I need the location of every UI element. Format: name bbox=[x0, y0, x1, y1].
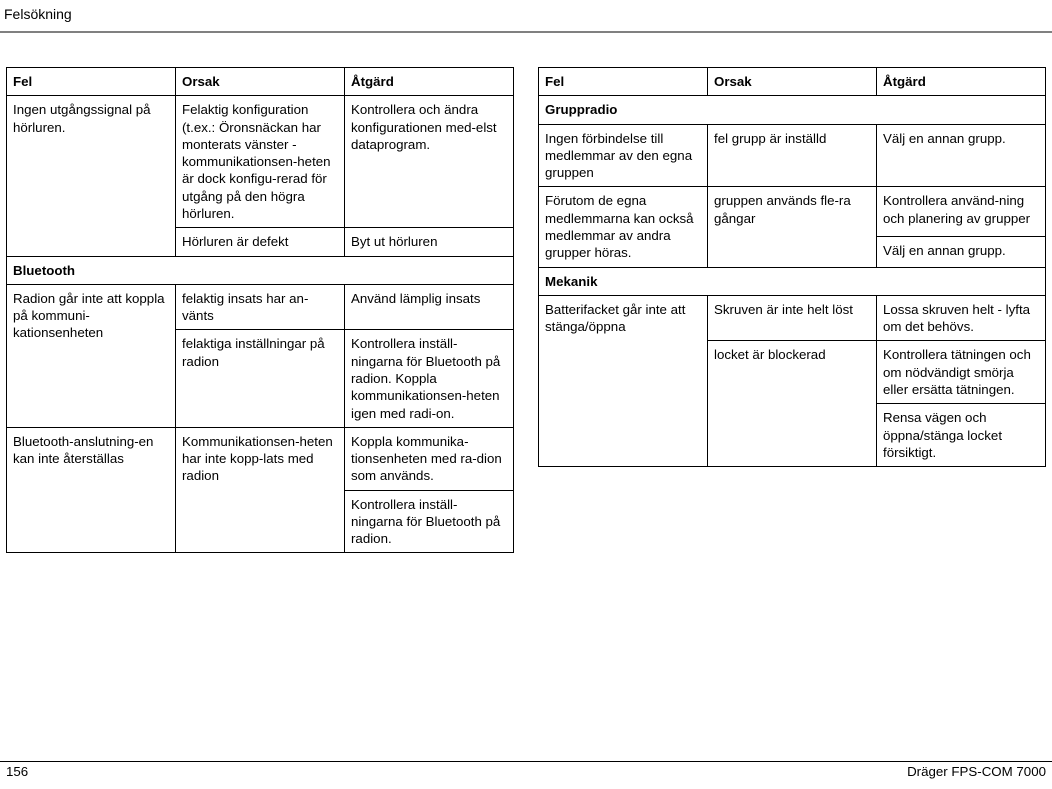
cell-orsak: Skruven är inte helt löst bbox=[708, 295, 877, 341]
doc-title: Dräger FPS-COM 7000 bbox=[907, 764, 1052, 779]
cell-atgard: Använd lämplig insats bbox=[345, 284, 514, 330]
cell-atgard: Kontrollera inställ-ningarna för Bluetoo… bbox=[345, 330, 514, 427]
cell-atgard: Byt ut hörluren bbox=[345, 228, 514, 256]
cell-atgard: Lossa skruven helt - lyfta om det behövs… bbox=[877, 295, 1046, 341]
page-footer: 156 Dräger FPS-COM 7000 bbox=[0, 761, 1052, 779]
page-number: 156 bbox=[0, 764, 28, 779]
left-column: Fel Orsak Åtgärd Ingen utgångssignal på … bbox=[6, 67, 514, 553]
cell-orsak: Kommunikationsen-heten har inte kopp-lat… bbox=[176, 427, 345, 553]
cell-fel: Batterifacket går inte att stänga/öppna bbox=[539, 295, 708, 466]
th-atgard: Åtgärd bbox=[345, 68, 514, 96]
th-orsak: Orsak bbox=[176, 68, 345, 96]
header-title: Felsökning bbox=[4, 6, 72, 22]
troubleshoot-table-right: Fel Orsak Åtgärd Gruppradio Ingen förbin… bbox=[538, 67, 1046, 467]
table-row: Ingen förbindelse till medlemmar av den … bbox=[539, 124, 1046, 187]
cell-atgard: Välj en annan grupp. bbox=[877, 124, 1046, 187]
cell-orsak: gruppen används fle-ra gångar bbox=[708, 187, 877, 267]
page-header: Felsökning bbox=[0, 0, 1052, 24]
cell-orsak: felaktiga inställningar på radion bbox=[176, 330, 345, 427]
th-fel: Fel bbox=[7, 68, 176, 96]
troubleshoot-table-left: Fel Orsak Åtgärd Ingen utgångssignal på … bbox=[6, 67, 514, 553]
section-label: Gruppradio bbox=[539, 96, 1046, 124]
cell-atgard: Rensa vägen och öppna/stänga locket förs… bbox=[877, 404, 1046, 467]
cell-orsak: fel grupp är inställd bbox=[708, 124, 877, 187]
section-row-bluetooth: Bluetooth bbox=[7, 256, 514, 284]
section-row-gruppradio: Gruppradio bbox=[539, 96, 1046, 124]
cell-orsak: locket är blockerad bbox=[708, 341, 877, 467]
section-label: Mekanik bbox=[539, 267, 1046, 295]
table-row: Ingen utgångssignal på hörluren. Felakti… bbox=[7, 96, 514, 228]
cell-atgard: Koppla kommunika-tionsenheten med ra-dio… bbox=[345, 427, 514, 490]
table-row: Förutom de egna medlemmarna kan också me… bbox=[539, 187, 1046, 236]
cell-atgard: Kontrollera och ändra konfigurationen me… bbox=[345, 96, 514, 228]
cell-atgard: Välj en annan grupp. bbox=[877, 236, 1046, 267]
cell-atgard: Kontrollera tätningen och om nödvändigt … bbox=[877, 341, 1046, 404]
cell-orsak: Hörluren är defekt bbox=[176, 228, 345, 256]
section-label: Bluetooth bbox=[7, 256, 514, 284]
table-row: Batterifacket går inte att stänga/öppna … bbox=[539, 295, 1046, 341]
cell-atgard: Kontrollera inställ-ningarna för Bluetoo… bbox=[345, 490, 514, 553]
th-atgard: Åtgärd bbox=[877, 68, 1046, 96]
cell-fel: Förutom de egna medlemmarna kan också me… bbox=[539, 187, 708, 267]
th-fel: Fel bbox=[539, 68, 708, 96]
section-row-mekanik: Mekanik bbox=[539, 267, 1046, 295]
right-column: Fel Orsak Åtgärd Gruppradio Ingen förbin… bbox=[538, 67, 1046, 553]
cell-fel: Ingen förbindelse till medlemmar av den … bbox=[539, 124, 708, 187]
th-orsak: Orsak bbox=[708, 68, 877, 96]
cell-atgard: Kontrollera använd-ning och planering av… bbox=[877, 187, 1046, 236]
table-row: Radion går inte att koppla på kommuni-ka… bbox=[7, 284, 514, 330]
cell-orsak: Felaktig konfiguration (t.ex.: Öronsnäck… bbox=[176, 96, 345, 228]
table-row: Bluetooth-anslutning-en kan inte återstä… bbox=[7, 427, 514, 490]
cell-fel: Bluetooth-anslutning-en kan inte återstä… bbox=[7, 427, 176, 553]
cell-fel: Ingen utgångssignal på hörluren. bbox=[7, 96, 176, 256]
cell-orsak: felaktig insats har an-vänts bbox=[176, 284, 345, 330]
cell-fel: Radion går inte att koppla på kommuni-ka… bbox=[7, 284, 176, 427]
content-area: Fel Orsak Åtgärd Ingen utgångssignal på … bbox=[0, 33, 1052, 553]
